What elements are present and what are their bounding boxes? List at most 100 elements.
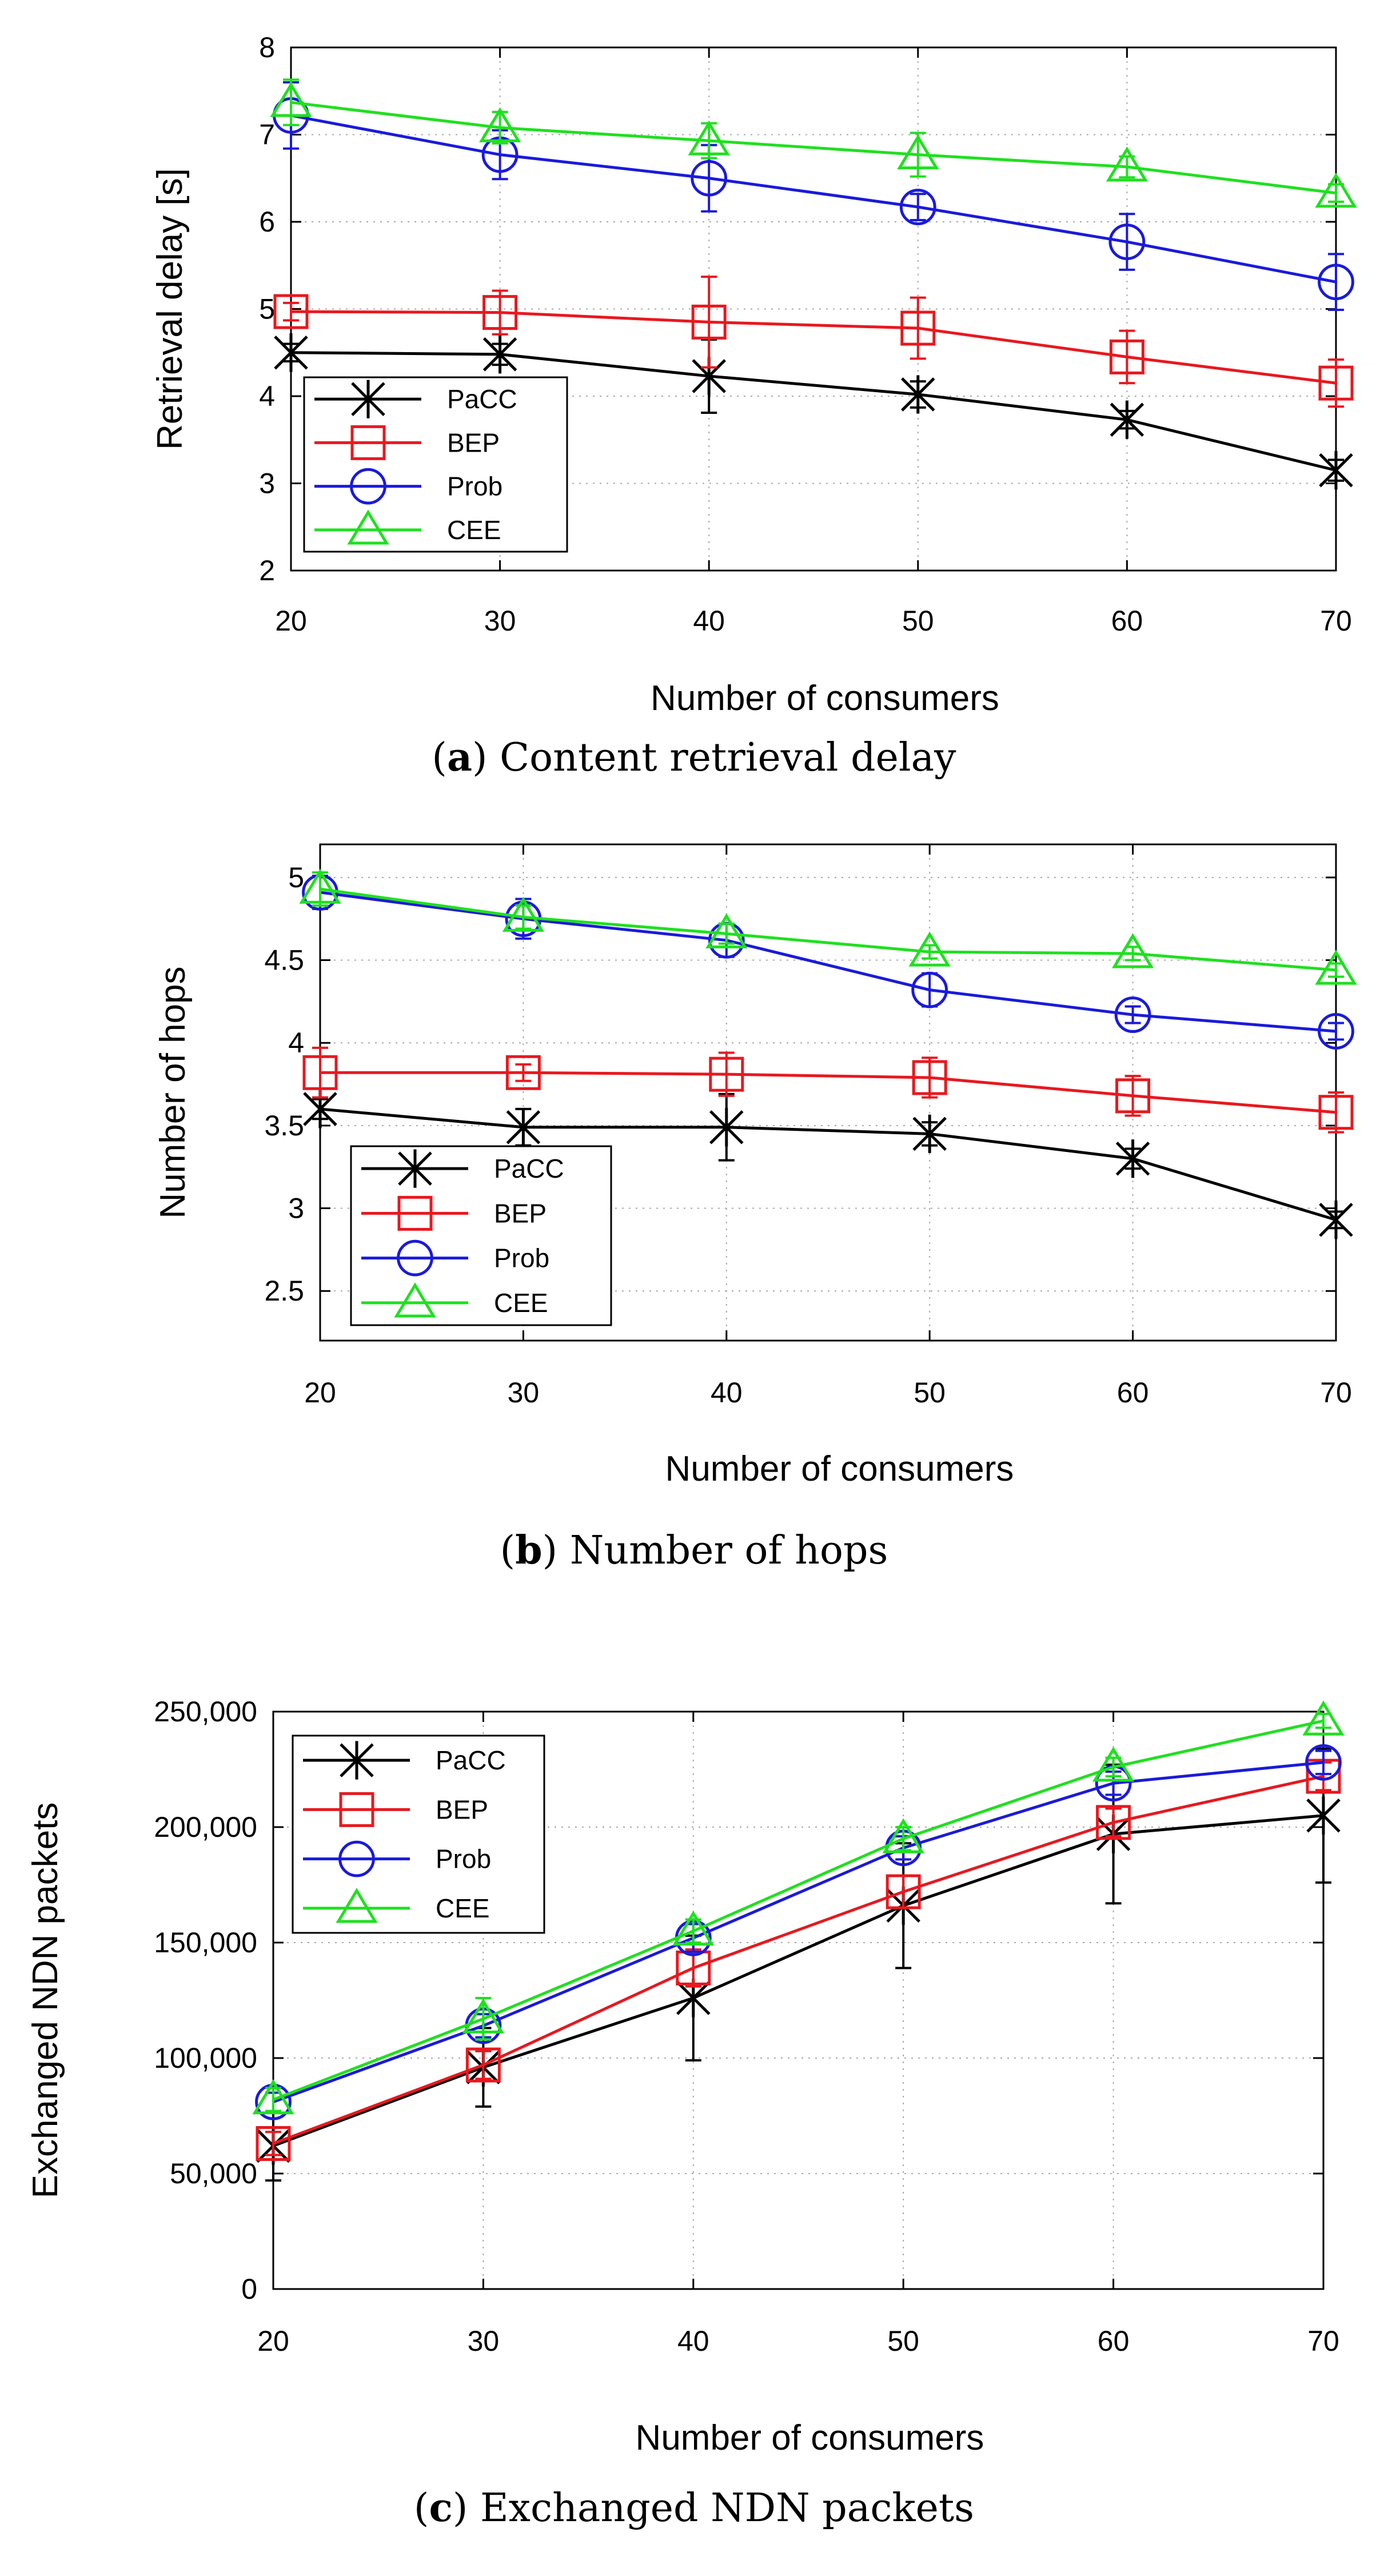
series-bep-point-1 — [465, 2047, 501, 2083]
legend-item-bep: BEP — [303, 1792, 488, 1827]
x-tick-label: 60 — [1111, 605, 1143, 637]
series-cee-point-3 — [908, 931, 951, 967]
y-tick-label: 8 — [259, 31, 275, 63]
legend-label: BEP — [447, 428, 500, 457]
caption-paren: ( — [500, 1528, 516, 1573]
series-prob-point-3 — [911, 971, 948, 1008]
series-cee-point-1 — [502, 896, 545, 932]
series-cee-point-2 — [705, 913, 748, 948]
series-prob-point-5 — [1305, 1744, 1342, 1781]
y-tick-label: 4.5 — [264, 944, 304, 976]
series-bep-point-4 — [1109, 339, 1144, 374]
legend-marker-prob-point-0 — [397, 1239, 433, 1277]
series-pacc-point-3 — [912, 1114, 947, 1153]
series-prob-point-2 — [691, 159, 728, 197]
legend-label: PaCC — [447, 384, 517, 414]
error-bar — [922, 1056, 938, 1099]
error-bar — [1124, 1005, 1141, 1024]
x-tick-label: 20 — [304, 1377, 336, 1409]
series-pacc-point-3 — [901, 375, 935, 414]
series-pacc-point-4 — [1115, 1139, 1150, 1178]
legend-label: CEE — [436, 1893, 490, 1923]
error-bar — [492, 289, 508, 336]
legend-marker-bep-point-0 — [350, 425, 386, 460]
error-bar — [265, 2131, 281, 2156]
x-tick-label: 40 — [711, 1377, 743, 1409]
series-pacc-point-4 — [1110, 400, 1144, 439]
legend-marker-pacc-point-0 — [340, 1741, 374, 1780]
chart-panel-a: 20 30 40 50 60 70 2 3 4 5 6 7 8 Number of consumers Re… — [150, 31, 1357, 780]
series-line-prob — [320, 891, 1337, 1033]
error-bar — [265, 2087, 281, 2112]
series-line-prob — [290, 114, 1337, 284]
y-axis-label: Number of hops — [153, 966, 193, 1218]
x-tick-label: 30 — [508, 1377, 540, 1409]
y-tick-label: 3 — [288, 1193, 304, 1225]
legend-item-prob: Prob — [314, 468, 502, 505]
series-bep-point-4 — [1115, 1078, 1151, 1114]
caption-paren: ( — [414, 2486, 429, 2531]
legend-label: PaCC — [436, 1745, 506, 1775]
series-pacc-point-0 — [274, 333, 308, 372]
y-tick-label: 3.5 — [264, 1110, 304, 1142]
series-line-bep — [290, 310, 1337, 385]
y-tick-label: 6 — [259, 206, 275, 238]
legend-marker-bep-point-0 — [397, 1195, 433, 1231]
y-tick-label: 7 — [259, 119, 275, 151]
legend-item-bep: BEP — [361, 1195, 547, 1231]
legend-item-prob: Prob — [361, 1239, 549, 1277]
legend-marker-prob-point-0 — [350, 468, 386, 505]
error-bar — [1328, 253, 1344, 312]
y-tick-label: 0 — [241, 2273, 257, 2305]
legend: PaCC BEP Prob CEE — [292, 1734, 545, 1934]
legend-marker-cee-point-0 — [394, 1282, 436, 1318]
series-cee-point-3 — [882, 1818, 924, 1853]
series-prob — [302, 874, 1354, 1050]
series-line-cee — [290, 101, 1337, 195]
legend-label: CEE — [494, 1288, 548, 1318]
caption-label: a — [447, 735, 472, 780]
caption-text: Content retrieval delay — [500, 735, 956, 780]
legend-label: BEP — [436, 1795, 488, 1824]
series-bep-point-0 — [302, 1055, 338, 1090]
error-bar — [515, 904, 532, 930]
caption-text: Number of hops — [570, 1528, 888, 1573]
error-bar — [1315, 1749, 1331, 1776]
series-cee-point-5 — [1315, 950, 1357, 985]
y-tick-label: 4 — [288, 1027, 304, 1059]
series-bep-point-1 — [505, 1055, 541, 1090]
y-tick-label: 4 — [259, 380, 275, 412]
series-cee — [270, 78, 1357, 208]
legend: PaCC BEP Prob CEE — [350, 1145, 612, 1326]
series-bep — [273, 276, 1354, 408]
legend-marker-cee-point-0 — [336, 1888, 378, 1923]
caption-label: c — [429, 2485, 452, 2531]
series-bep-point-4 — [1096, 1805, 1131, 1840]
x-tick-label: 30 — [468, 2325, 500, 2357]
legend: PaCC BEP Prob CEE — [303, 376, 568, 553]
error-bar — [910, 193, 926, 221]
series-cee-point-0 — [299, 868, 341, 904]
series-pacc-point-5 — [1306, 1796, 1341, 1835]
legend-marker-pacc-point-0 — [351, 380, 385, 418]
series-line-prob — [273, 1761, 1324, 2104]
legend-item-cee: CEE — [361, 1282, 548, 1318]
x-tick-label: 70 — [1320, 1377, 1352, 1409]
legend-item-pacc: PaCC — [303, 1741, 506, 1780]
figure-caption: (b) Number of hops — [500, 1528, 888, 1573]
series-line-cee — [273, 1719, 1324, 2102]
series-bep-point-5 — [1318, 1095, 1354, 1130]
series-pacc — [303, 1090, 1353, 1239]
error-bar — [515, 1063, 532, 1082]
y-tick-label: 5 — [288, 862, 304, 894]
series-cee-point-0 — [270, 82, 312, 117]
error-bar — [475, 2049, 492, 2080]
series-pacc-point-2 — [709, 1108, 744, 1147]
series-bep-point-0 — [273, 294, 309, 329]
y-tick-label: 50,000 — [170, 2158, 257, 2190]
error-bar — [685, 1918, 701, 1944]
error-bar — [1105, 1807, 1122, 1838]
series-prob-point-5 — [1318, 264, 1354, 301]
series-prob — [273, 81, 1354, 312]
